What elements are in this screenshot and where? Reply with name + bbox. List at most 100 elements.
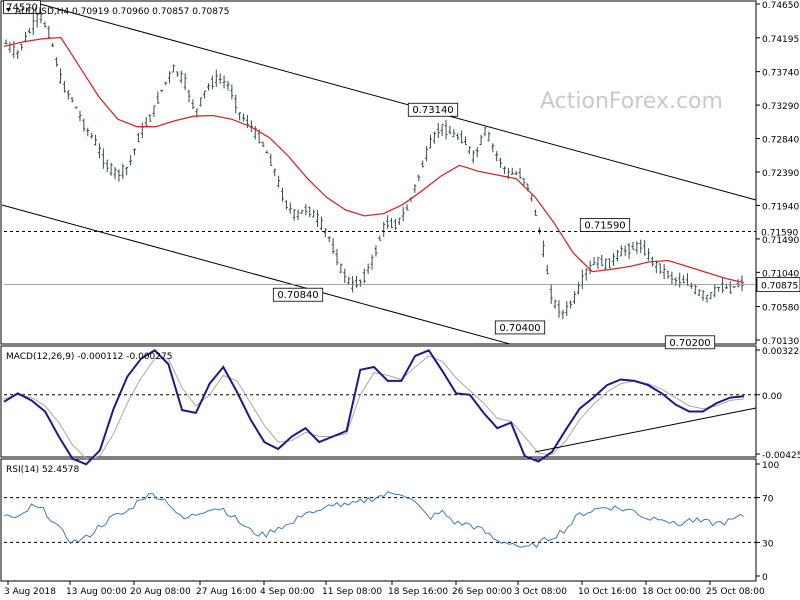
price-bar [242, 113, 246, 122]
price-annotation: 0.70400 [494, 320, 546, 335]
price-bar [658, 263, 662, 275]
price-bar [82, 118, 86, 132]
price-bar [261, 141, 265, 148]
price-bar [627, 243, 631, 260]
price-bar [331, 238, 335, 255]
price-bar [179, 70, 183, 84]
macd-line [3, 349, 745, 466]
price-bar [101, 148, 105, 169]
price-bar [214, 69, 218, 87]
price-bar [448, 125, 452, 134]
price-bar [47, 25, 51, 39]
price-bar [90, 132, 94, 139]
price-bar [740, 275, 744, 292]
annotation-label: 0.70200 [669, 338, 710, 349]
price-bar [66, 89, 70, 100]
price-bar [308, 206, 312, 218]
price-annotation: 0.71590 [579, 218, 631, 232]
price-bar [421, 160, 425, 168]
price-bar [183, 73, 187, 91]
price-bar [366, 263, 370, 275]
price-bar [152, 105, 156, 117]
price-bar [218, 73, 222, 84]
rsi-y-tick-label: 100 [762, 461, 779, 471]
x-tick-label: 18 Oct 00:00 [642, 587, 701, 597]
price-bar [277, 175, 281, 188]
price-bar [62, 81, 66, 93]
price-bar [413, 184, 417, 193]
price-bar [693, 284, 697, 295]
price-bar [144, 117, 148, 128]
macd-title: MACD(12,26,9) -0.000112 -0.000275 [6, 352, 172, 362]
price-bar [238, 112, 242, 121]
price-annotation: 0.73140 [407, 102, 459, 117]
rsi-title: RSI(14) 52.4578 [6, 465, 79, 475]
price-bar [386, 215, 390, 229]
x-tick-label: 13 Aug 00:00 [66, 587, 127, 597]
price-bar [374, 245, 378, 257]
price-bar [199, 97, 203, 107]
macd-y-tick-label: -0.004259 [762, 451, 800, 461]
price-bar [717, 286, 721, 292]
price-bar [452, 129, 456, 138]
price-bar [549, 284, 553, 305]
price-bar [705, 294, 709, 303]
y-tick-label: 0.74650 [762, 1, 799, 11]
price-bar [432, 131, 436, 144]
macd-pane-frame [0, 345, 757, 458]
moving-average-line [3, 36, 745, 284]
price-bar [440, 124, 444, 137]
price-bar [230, 84, 234, 100]
price-bar [471, 150, 475, 164]
price-bar [635, 241, 639, 254]
x-tick-label: 25 Oct 08:00 [706, 587, 765, 597]
price-bar [608, 258, 612, 269]
price-bar [269, 153, 273, 166]
upper-channel-line [39, 3, 757, 201]
price-bar [354, 275, 358, 288]
price-bar [70, 97, 74, 103]
price-bar [518, 167, 522, 179]
price-bar [171, 64, 175, 73]
price-bar [78, 110, 82, 122]
last-price-label: 0.70875 [761, 282, 798, 292]
price-bar [487, 131, 491, 142]
price-bar [97, 143, 101, 159]
price-bar [210, 75, 214, 90]
price-bar [265, 150, 269, 154]
collapse-arrow-icon[interactable] [6, 8, 11, 12]
price-bar [736, 279, 740, 288]
price-bar [164, 82, 168, 86]
price-bar [390, 217, 394, 228]
price-annotation: 0.70200 [664, 335, 716, 350]
y-tick-label: 0.72840 [762, 136, 799, 146]
price-bar [678, 272, 682, 288]
price-bar [397, 217, 401, 226]
price-bar [382, 221, 386, 237]
y-tick-label: 0.71590 [761, 228, 798, 238]
price-plot: 74520 0.73140 0.70840 0.71590 0.70400 0.70200 [1, 0, 757, 350]
price-bar [514, 170, 518, 176]
price-bar [464, 136, 468, 146]
price-bar [312, 209, 316, 218]
price-bar [510, 167, 514, 176]
price-bar [417, 174, 421, 182]
annotation-label: 0.71590 [584, 220, 625, 231]
price-bar [358, 279, 362, 287]
price-bar [55, 57, 59, 67]
price-bar [86, 127, 90, 137]
price-bar [456, 133, 460, 140]
rsi-y-tick-label: 0 [762, 573, 768, 583]
price-bar [206, 83, 210, 91]
x-tick-label: 10 Oct 16:00 [578, 587, 637, 597]
price-bar [39, 11, 43, 24]
price-ohlc: 0.70919 0.70960 0.70857 0.70875 [72, 7, 229, 17]
price-bar [175, 71, 179, 77]
price-bar [105, 159, 109, 172]
y-tick-label: 0.74195 [762, 35, 799, 45]
price-bar [203, 90, 207, 99]
price-bar [343, 268, 347, 284]
annotation-box [3, 0, 41, 15]
price-bar [191, 99, 195, 110]
